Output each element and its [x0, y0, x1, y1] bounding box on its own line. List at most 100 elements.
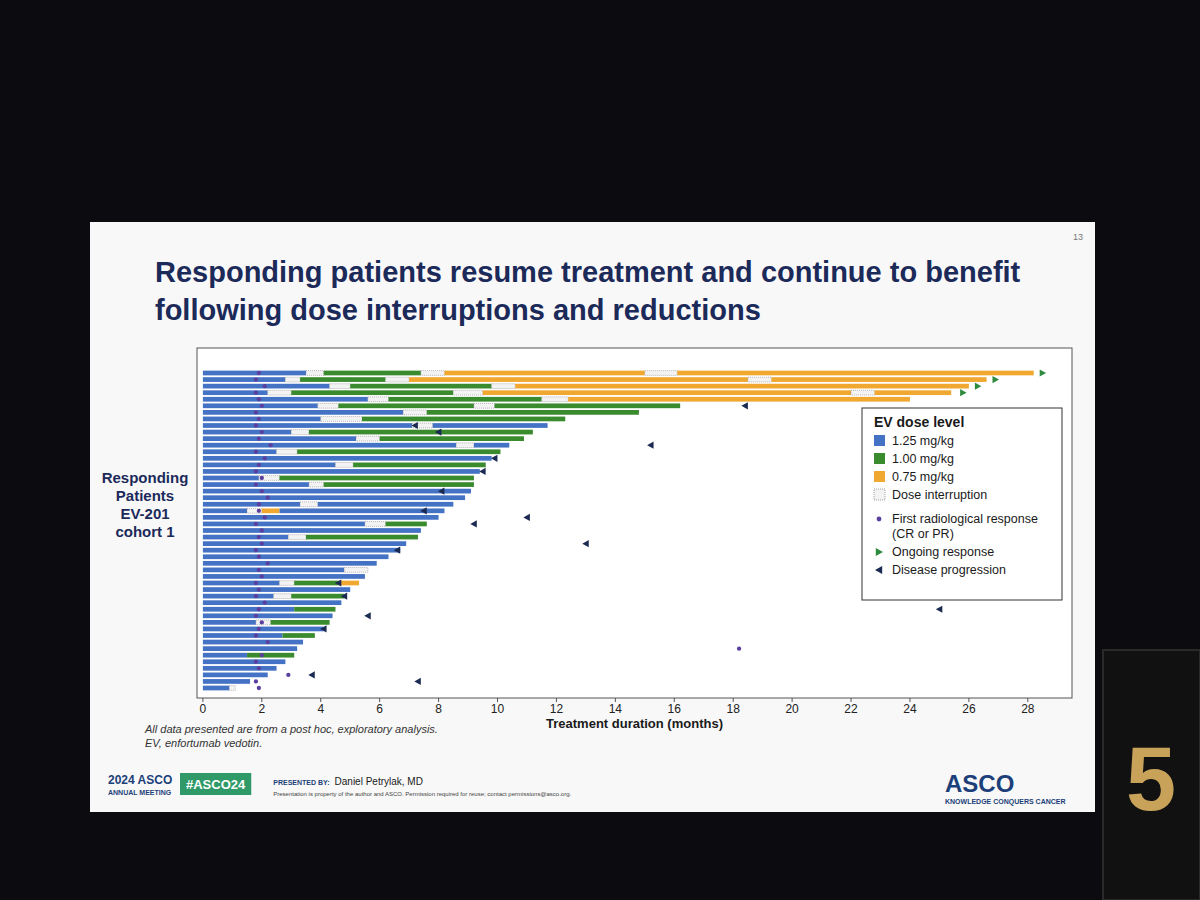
response-marker	[260, 430, 264, 434]
dose-segment	[297, 449, 500, 454]
dose-segment	[338, 581, 359, 586]
dose-segment	[306, 535, 418, 540]
hashtag: #ASCO24	[180, 773, 251, 795]
response-marker	[257, 417, 261, 421]
response-marker	[254, 469, 258, 473]
dose-segment	[203, 384, 330, 389]
legend-label: Dose interruption	[892, 488, 987, 502]
dose-interruption	[274, 594, 292, 599]
legend-box	[862, 408, 1062, 600]
dose-segment	[568, 397, 910, 402]
response-marker	[263, 384, 267, 388]
dose-segment	[380, 436, 524, 441]
dose-segment	[433, 423, 548, 428]
dose-segment	[300, 377, 385, 382]
text-line: Patients	[116, 487, 174, 504]
dose-interruption	[309, 482, 324, 487]
presenter: Daniel Petrylak, MD	[335, 776, 423, 787]
dose-segment	[309, 430, 533, 435]
dose-segment	[203, 371, 306, 376]
dose-segment	[203, 495, 465, 500]
meeting-name: 2024 ASCO	[108, 773, 172, 787]
dose-segment	[203, 561, 377, 566]
title: Responding patients resume treatment and…	[155, 256, 1021, 326]
response-marker	[254, 679, 258, 683]
background	[0, 0, 1200, 900]
response-marker	[268, 443, 272, 447]
progression-marker	[741, 402, 747, 409]
x-tick-label: 12	[550, 702, 564, 716]
ongoing-marker	[1040, 369, 1046, 376]
progression-marker	[523, 514, 529, 521]
response-marker	[254, 522, 258, 526]
dose-segment	[203, 548, 400, 553]
response-marker	[266, 496, 270, 500]
legend-swatch	[874, 435, 885, 446]
dose-interruption	[542, 397, 569, 402]
dose-segment	[203, 653, 247, 658]
response-marker	[257, 607, 261, 611]
x-tick-label: 6	[376, 702, 383, 716]
dose-segment	[203, 535, 288, 540]
dose-segment	[203, 456, 492, 461]
dose-segment	[203, 600, 341, 605]
response-marker	[260, 574, 264, 578]
dose-interruption	[344, 568, 368, 573]
dose-segment	[474, 443, 509, 448]
response-marker	[254, 660, 258, 664]
dose-segment	[291, 594, 344, 599]
ongoing-marker	[993, 376, 999, 383]
dose-interruption	[256, 620, 271, 625]
dose-interruption	[368, 397, 389, 402]
dose-interruption	[330, 384, 351, 389]
legend-label: Disease progression	[892, 563, 1006, 577]
progression-marker	[435, 428, 441, 435]
response-marker	[260, 476, 264, 480]
dose-interruption	[277, 449, 298, 454]
response-marker	[260, 541, 264, 545]
dose-segment	[203, 666, 277, 671]
progression-marker	[582, 540, 588, 547]
response-marker	[257, 535, 261, 539]
dose-segment	[203, 377, 285, 382]
dose-segment	[203, 528, 421, 533]
x-tick-label: 0	[200, 702, 207, 716]
dose-interruption	[335, 463, 353, 468]
response-marker	[257, 666, 261, 670]
response-marker	[266, 561, 270, 565]
legend-title: EV dose level	[874, 414, 964, 430]
response-marker	[260, 489, 264, 493]
y-axis-title: RespondingPatientsEV-201cohort 1	[102, 469, 189, 540]
dose-segment	[203, 443, 456, 448]
response-marker	[254, 548, 258, 552]
dose-segment	[353, 463, 486, 468]
dose-segment	[409, 377, 748, 382]
dose-segment	[282, 633, 314, 638]
dose-segment	[203, 633, 283, 638]
legend-label: Ongoing response	[892, 545, 994, 559]
response-marker	[257, 627, 261, 631]
dose-interruption	[285, 377, 300, 382]
dose-segment	[203, 679, 250, 684]
dose-segment	[247, 653, 294, 658]
response-marker	[257, 568, 261, 572]
response-marker	[737, 646, 741, 650]
dose-segment	[203, 646, 297, 651]
response-marker	[254, 482, 258, 486]
tagline: KNOWLEDGE CONQUERS CANCER	[945, 798, 1066, 806]
footnote: All data presented are from a post hoc, …	[144, 723, 438, 735]
dose-segment	[444, 371, 644, 376]
progression-marker	[936, 606, 942, 613]
dose-interruption	[291, 430, 309, 435]
plot-frame	[197, 348, 1072, 698]
dose-segment	[203, 449, 277, 454]
dose-interruption	[386, 377, 410, 382]
dose-segment	[495, 403, 681, 408]
dose-interruption	[474, 403, 495, 408]
legend-label: 1.25 mg/kg	[892, 434, 954, 448]
dose-interruption	[851, 390, 875, 395]
x-tick-label: 4	[317, 702, 324, 716]
progression-marker	[394, 547, 400, 554]
slide-photo: 13Responding patients resume treatment a…	[0, 0, 1200, 900]
response-marker	[260, 404, 264, 408]
